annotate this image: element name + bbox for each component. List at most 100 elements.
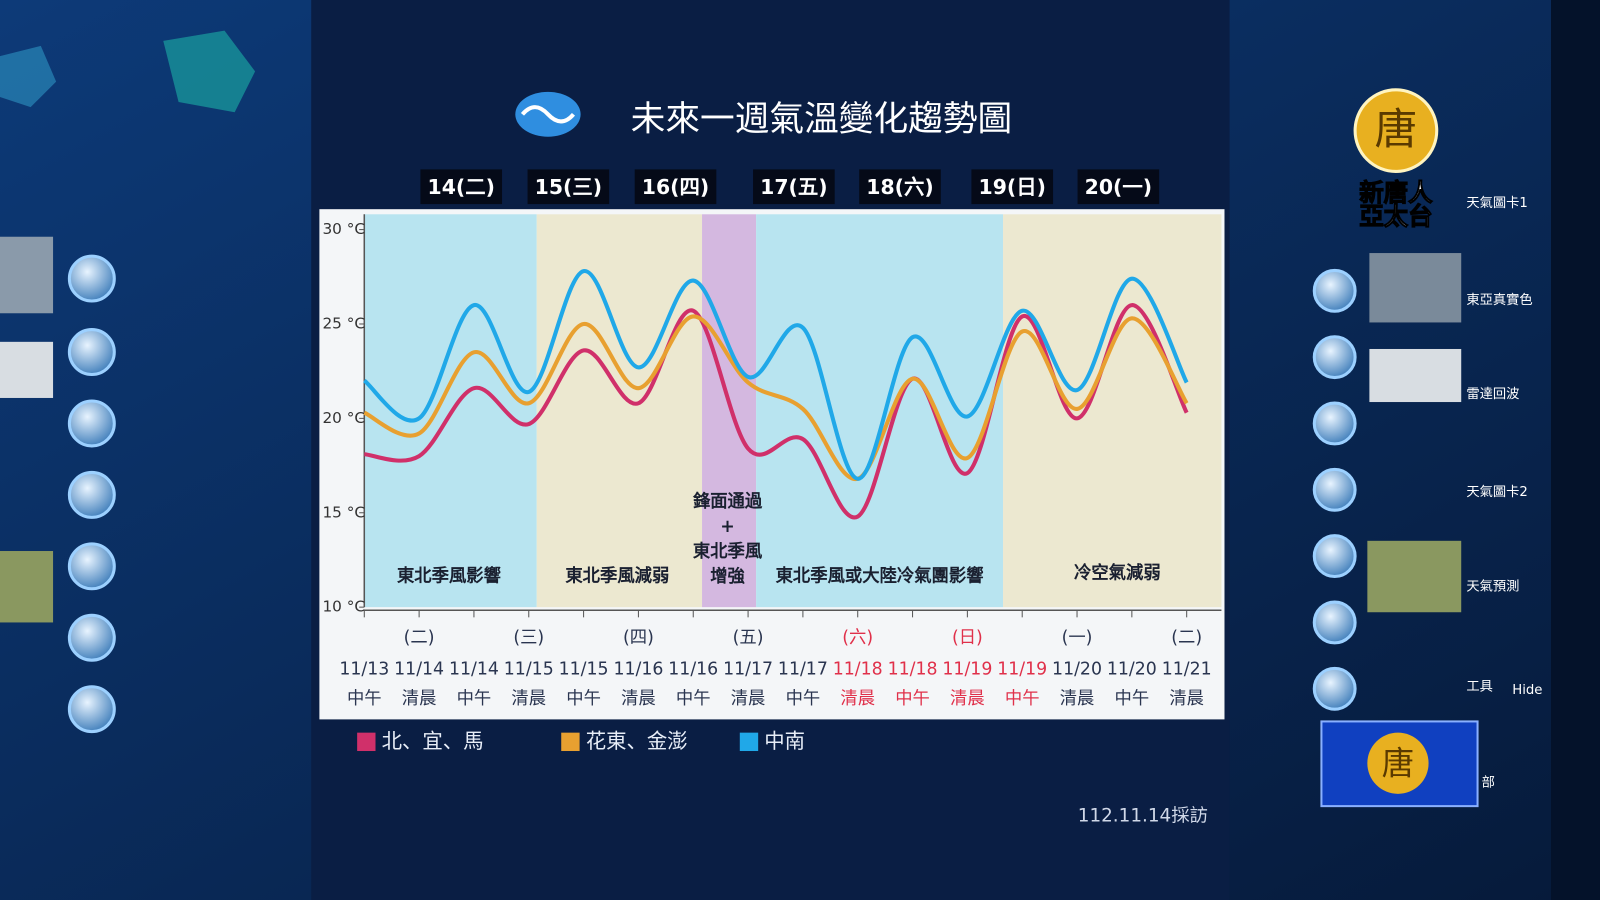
edge — [1551, 0, 1600, 900]
thumbnail[interactable] — [1367, 540, 1462, 613]
cwb-logo-wave — [520, 105, 576, 124]
nav-button[interactable] — [67, 613, 116, 662]
x-tick-weekday: (六) — [842, 628, 873, 648]
logo-box-circle — [1367, 732, 1429, 794]
x-tick-time: 中午 — [457, 689, 492, 709]
x-tick-label: 11/19 — [942, 659, 992, 679]
nav-button[interactable] — [1312, 401, 1357, 446]
nav-button[interactable] — [67, 328, 116, 377]
day-header-box — [527, 169, 610, 205]
footer: 112.11.14採訪 — [1078, 805, 1208, 826]
sidebar-label[interactable]: 天氣圖卡2 — [1466, 484, 1527, 500]
logo-line: 亞太台 — [1359, 201, 1432, 230]
nav-button[interactable] — [67, 685, 116, 734]
nav-button[interactable] — [1312, 268, 1357, 313]
channel-logo — [1353, 88, 1439, 173]
y-tick-label: 25 °C — [322, 314, 365, 332]
annotation: 東北季風減弱 — [565, 566, 669, 587]
x-tick-time: 中午 — [347, 689, 382, 709]
thumbnail — [0, 341, 54, 398]
annotation: 鋒面通過 — [692, 491, 763, 512]
x-tick-time: 中午 — [895, 689, 930, 709]
nav-button[interactable] — [1312, 335, 1357, 380]
nav-button[interactable] — [1312, 534, 1357, 579]
logo-char: 唐 — [1382, 744, 1415, 782]
x-tick-time: 中午 — [676, 689, 711, 709]
period-band — [702, 214, 757, 608]
legend-label: 花東、金澎 — [586, 729, 688, 753]
nav-button[interactable] — [67, 254, 116, 303]
x-tick-time: 清晨 — [950, 689, 985, 709]
legend-swatch — [357, 732, 376, 752]
annotation: 東北季風或大陸冷氣團影響 — [776, 566, 985, 587]
thumbnail — [0, 551, 54, 623]
day-header: 17(五) — [760, 175, 827, 199]
sidebar-label[interactable]: 天氣圖卡1 — [1466, 195, 1527, 211]
nav-button[interactable] — [67, 399, 116, 448]
period-band — [1003, 214, 1222, 608]
x-tick-time: 清晨 — [731, 689, 766, 709]
x-tick-weekday: (二) — [404, 628, 435, 648]
x-tick-time: 中午 — [566, 689, 601, 709]
x-tick-label: 11/16 — [613, 659, 663, 679]
period-band — [756, 214, 1004, 608]
x-tick-weekday: (四) — [623, 628, 654, 648]
sidebar-label[interactable]: 天氣預測 — [1466, 579, 1519, 595]
x-tick-time: 清晨 — [511, 689, 546, 709]
annotation: 東北季風 — [693, 541, 763, 562]
day-header: 15(三) — [535, 175, 602, 199]
sidebar-label[interactable]: 部 — [1482, 775, 1495, 791]
thumbnail[interactable] — [1369, 253, 1462, 323]
nav-button[interactable] — [67, 542, 116, 591]
thumbnail — [0, 236, 54, 314]
x-tick-time: 清晨 — [1169, 689, 1204, 709]
legend-swatch — [739, 732, 759, 752]
annotation: 東北季風影響 — [397, 566, 502, 587]
annotation: 增強 — [710, 566, 745, 587]
legend-label: 北、宜、馬 — [382, 729, 484, 753]
nav-button[interactable] — [1312, 467, 1357, 512]
annotation: 冷空氣減弱 — [1074, 562, 1161, 583]
series-line — [363, 314, 1189, 481]
annotation: + — [720, 517, 735, 537]
x-tick-label: 11/19 — [997, 659, 1047, 679]
day-header-box — [859, 169, 941, 205]
nav-button[interactable] — [1312, 666, 1357, 711]
y-tick-label: 20 °C — [322, 409, 365, 427]
x-tick-time: 清晨 — [402, 689, 437, 709]
x-tick-label: 11/21 — [1162, 659, 1212, 679]
nav-button[interactable] — [67, 470, 116, 519]
sidebar-label[interactable]: 東亞真實色 — [1466, 291, 1532, 308]
legend-label: 中南 — [764, 729, 805, 753]
y-tick-label: 10 °C — [322, 598, 365, 616]
nav-button[interactable] — [1312, 600, 1357, 645]
series-line — [362, 269, 1189, 481]
x-tick-label: 11/20 — [1107, 659, 1157, 679]
x-tick-weekday: (二) — [1171, 628, 1202, 648]
sidebar-label[interactable]: Hide — [1512, 683, 1542, 698]
x-tick-label: 11/18 — [833, 659, 883, 679]
x-tick-label: 11/15 — [559, 659, 609, 679]
sidebar-label[interactable]: 雷達回波 — [1466, 386, 1519, 402]
day-header: 16(四) — [642, 175, 709, 199]
day-header-box — [634, 169, 717, 205]
legend-swatch — [561, 732, 580, 752]
x-tick-time: 中午 — [786, 689, 821, 709]
x-tick-label: 11/14 — [394, 659, 444, 679]
day-header-box — [753, 169, 835, 205]
day-header-box — [420, 169, 503, 205]
x-tick-label: 11/17 — [723, 659, 773, 679]
x-tick-label: 11/14 — [449, 659, 499, 679]
decor — [0, 45, 57, 108]
logo-char: 唐 — [1374, 105, 1417, 155]
thumbnail[interactable] — [1369, 348, 1462, 403]
x-tick-label: 11/15 — [504, 659, 554, 679]
sidebar-label[interactable]: 工具 — [1466, 680, 1493, 695]
day-header: 19(日) — [979, 175, 1046, 199]
x-tick-time: 清晨 — [621, 689, 656, 709]
y-tick-label: 15 °C — [322, 503, 365, 521]
